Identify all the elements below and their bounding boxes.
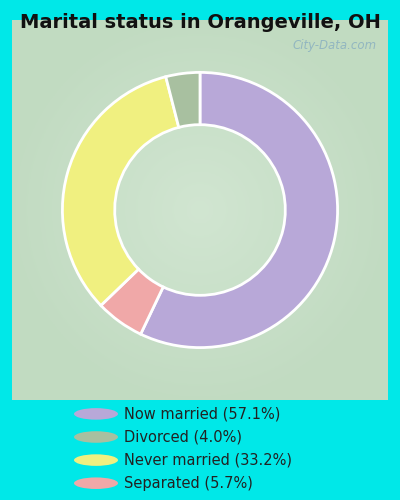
Wedge shape — [62, 76, 179, 306]
Circle shape — [74, 478, 118, 489]
Wedge shape — [141, 72, 338, 347]
Text: Divorced (4.0%): Divorced (4.0%) — [124, 430, 242, 444]
Circle shape — [74, 408, 118, 420]
Text: Never married (33.2%): Never married (33.2%) — [124, 452, 292, 468]
Text: Separated (5.7%): Separated (5.7%) — [124, 476, 253, 490]
Text: Now married (57.1%): Now married (57.1%) — [124, 406, 280, 422]
Wedge shape — [101, 269, 163, 334]
Wedge shape — [166, 72, 200, 128]
Circle shape — [74, 431, 118, 443]
Text: City-Data.com: City-Data.com — [292, 39, 377, 52]
Text: Marital status in Orangeville, OH: Marital status in Orangeville, OH — [20, 12, 380, 32]
Circle shape — [74, 454, 118, 466]
